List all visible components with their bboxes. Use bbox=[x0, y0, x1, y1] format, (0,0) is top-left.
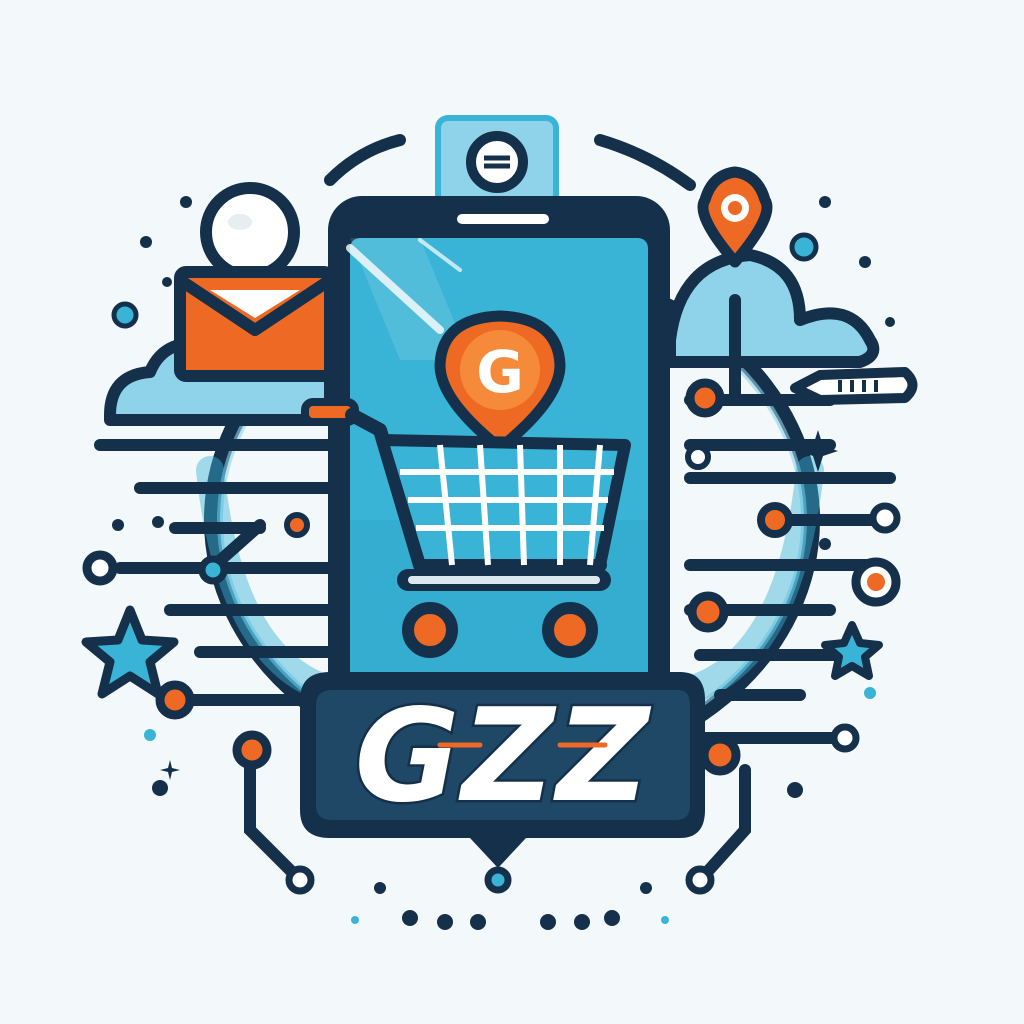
stylus-icon bbox=[790, 367, 918, 405]
envelope-icon bbox=[174, 266, 336, 382]
user-avatar-icon bbox=[200, 182, 300, 282]
location-pin-icon bbox=[697, 166, 773, 268]
circuit-nodes-right bbox=[685, 378, 901, 895]
shopping-cart-icon bbox=[301, 398, 631, 658]
top-arcs bbox=[324, 134, 696, 191]
badge-letter: G bbox=[476, 338, 524, 406]
star-icon bbox=[81, 605, 179, 699]
sparkle-icon bbox=[160, 430, 838, 780]
wordmark-plate: GZZ bbox=[300, 672, 705, 894]
brand-wordmark: GZZ bbox=[355, 682, 652, 831]
circuit-nodes-left bbox=[82, 512, 315, 895]
star-icon bbox=[821, 621, 883, 680]
camera-module-icon bbox=[435, 115, 559, 207]
decorative-dots-accent bbox=[111, 232, 876, 924]
cloud-icon bbox=[664, 249, 880, 368]
brand-badge-pin: G bbox=[434, 310, 566, 454]
decorative-dots bbox=[112, 196, 895, 930]
